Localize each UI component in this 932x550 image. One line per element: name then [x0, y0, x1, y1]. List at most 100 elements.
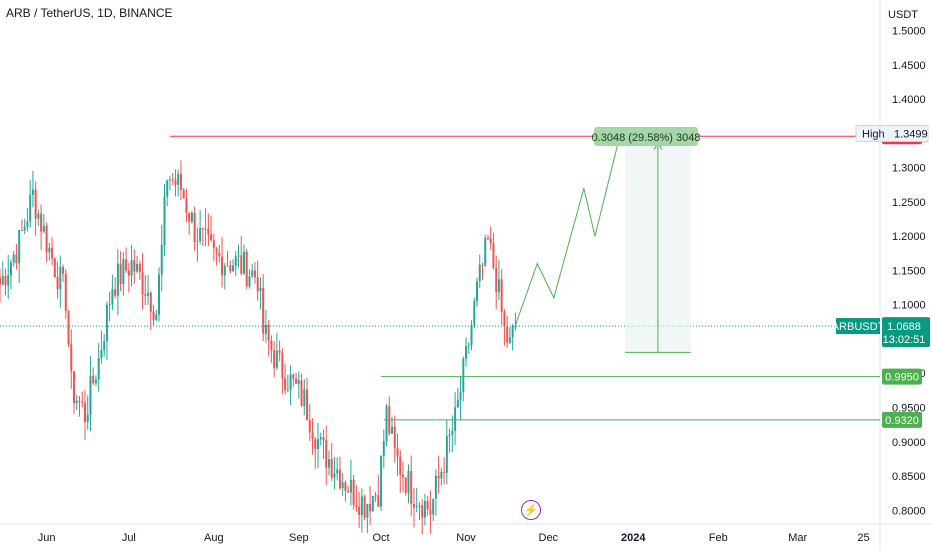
candle-body: [207, 228, 210, 235]
candle-body: [415, 506, 418, 508]
candle-body: [18, 230, 21, 264]
candle-body: [122, 259, 125, 285]
candle-body: [275, 350, 278, 368]
candle-body: [237, 255, 240, 257]
candle-body: [105, 304, 108, 342]
candle-body: [166, 180, 169, 197]
candle-body: [86, 414, 89, 422]
candle-body: [193, 212, 196, 242]
candle-body: [242, 251, 245, 274]
candle-body: [75, 400, 78, 404]
candle-body: [426, 500, 429, 510]
x-tick-label: Sep: [289, 532, 309, 544]
x-tick-label: Nov: [456, 532, 476, 544]
candle-body: [292, 374, 295, 379]
candle-body: [393, 427, 396, 449]
candle-body: [489, 238, 492, 244]
candle-body: [297, 380, 300, 384]
candle-body: [89, 375, 92, 415]
x-tick-label: 25: [857, 532, 869, 544]
candle-body: [410, 470, 413, 505]
candle-body: [306, 389, 309, 420]
candle-body: [352, 479, 355, 505]
y-tick-label: 1.2500: [892, 197, 926, 209]
candle-body: [437, 475, 440, 479]
candle-body: [322, 437, 325, 441]
candle-body: [92, 375, 95, 384]
candle-body: [264, 325, 267, 334]
candle-body: [281, 352, 284, 379]
candle-body: [484, 238, 487, 266]
candle-body: [459, 391, 462, 400]
candle-body: [253, 270, 256, 278]
candle-body: [440, 471, 443, 479]
candle-body: [20, 230, 23, 232]
candle-body: [70, 344, 73, 372]
candle-body: [371, 495, 374, 512]
candle-body: [245, 251, 248, 287]
candle-body: [358, 506, 361, 516]
candle-body: [336, 469, 339, 474]
candle-body: [319, 437, 322, 440]
candle-body: [108, 304, 111, 306]
candle-body: [136, 263, 139, 272]
candle-body: [234, 256, 237, 266]
candle-body: [407, 470, 410, 493]
candle-body: [53, 258, 56, 277]
candle-body: [478, 264, 481, 282]
candle-body: [391, 427, 394, 434]
last-price-badge: [882, 317, 930, 348]
candle-body: [278, 350, 281, 353]
candle-body: [160, 244, 163, 275]
candle-body: [83, 402, 86, 422]
candle-body: [506, 326, 509, 343]
candle-body: [116, 263, 119, 296]
candle-body: [380, 455, 383, 507]
candle-body: [286, 389, 289, 391]
chart-title: ARB / TetherUS, 1D, BINANCE: [6, 6, 173, 20]
candle-body: [204, 228, 207, 230]
candle-body: [248, 276, 251, 287]
candle-body: [171, 179, 174, 181]
candle-body: [152, 311, 155, 321]
candle-body: [182, 189, 185, 199]
candle-body: [223, 265, 226, 276]
y-tick-label: 0.8500: [892, 471, 926, 483]
y-tick-label: 1.4500: [892, 60, 926, 72]
candle-body: [495, 267, 498, 292]
lightning-bolt-icon[interactable]: ⚡: [521, 500, 541, 520]
level-price-badge: [882, 411, 922, 428]
candle-body: [511, 326, 514, 338]
candle-body: [284, 378, 287, 391]
candle-body: [355, 504, 358, 507]
candle-body: [267, 325, 270, 341]
candle-body: [62, 266, 65, 274]
candle-body: [369, 504, 372, 512]
candle-body: [138, 263, 141, 273]
candle-body: [196, 241, 199, 243]
candle-body: [97, 357, 100, 380]
candle-body: [432, 498, 435, 515]
measure-label-box: [594, 127, 698, 146]
candle-body: [423, 500, 426, 518]
candle-body: [201, 228, 204, 230]
candles: [0, 160, 517, 535]
candle-body: [226, 265, 229, 267]
candle-body: [15, 254, 18, 264]
ticker-label: ARBUSDT: [832, 321, 885, 333]
candle-body: [445, 436, 448, 473]
candle-body: [0, 277, 1, 285]
candle-body: [29, 194, 32, 222]
candle-body: [73, 371, 76, 404]
x-tick-label: Jun: [38, 532, 56, 544]
x-tick-label: Aug: [204, 532, 224, 544]
high-value: 1.3499: [894, 128, 928, 140]
currency-label[interactable]: USDT: [888, 9, 918, 21]
candle-body: [344, 482, 347, 491]
candle-body: [412, 504, 415, 508]
high-marker: [855, 124, 929, 142]
ticker-badge: [836, 318, 880, 335]
candle-body: [338, 469, 341, 489]
candle-body: [158, 274, 161, 315]
